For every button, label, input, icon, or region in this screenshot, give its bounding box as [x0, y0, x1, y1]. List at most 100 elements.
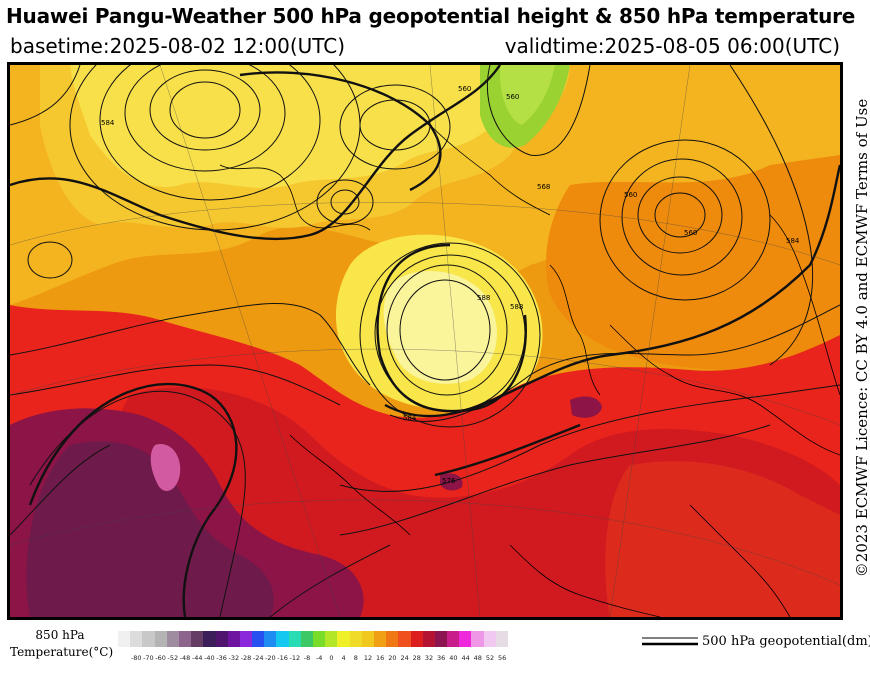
- graticule-line-2: [10, 348, 840, 426]
- contour-east-2: [729, 65, 814, 366]
- contour-mid-2: [10, 364, 341, 406]
- coastline-3: [549, 264, 601, 396]
- contour-bold-2: [239, 71, 442, 192]
- basetime-label: basetime:2025-08-02 12:00(UTC): [10, 34, 346, 58]
- contour-high-4: [359, 242, 541, 428]
- colorbar-tick-label: 56: [498, 654, 507, 662]
- coastline-1: [219, 164, 371, 231]
- colorbar-tick-label: 44: [461, 654, 470, 662]
- high-pressure-core: [383, 271, 497, 384]
- geopotential-contours: [10, 65, 840, 617]
- colorbar-swatch: [386, 631, 399, 647]
- map-canvas: 560 560 568 560 560 588 588 584 576 584 …: [10, 65, 840, 617]
- colorbar-swatch: [276, 631, 289, 647]
- contour-label: 588: [510, 303, 523, 311]
- geopotential-legend-lines: [642, 637, 698, 646]
- colorbar-swatch: [252, 631, 265, 647]
- colorbar-swatch: [495, 631, 508, 647]
- colorbar-swatch: [300, 631, 313, 647]
- colorbar-tick-label: -80: [130, 654, 142, 662]
- temp-legend-line2: Temperature(°C): [10, 645, 114, 659]
- colorbar-tick-label: 12: [363, 654, 373, 662]
- colorbar-tick-label: -8: [303, 654, 311, 662]
- colorbar-swatch: [118, 631, 131, 647]
- colorbar-swatch: [471, 631, 484, 647]
- colorbar-tick-label: 20: [388, 654, 397, 662]
- contour-label: 588: [477, 294, 490, 302]
- contour-low-e-2: [637, 176, 723, 254]
- colorbar-tick-label: 16: [376, 654, 385, 662]
- contour-bold-high: [376, 243, 527, 413]
- contour-low-nw-3: [124, 65, 286, 172]
- graticule-line-5: [429, 65, 481, 617]
- contour-low-e-1: [654, 192, 706, 238]
- colorbar-tick-label: 24: [400, 654, 409, 662]
- temperature-legend-label: 850 hPa Temperature(°C): [10, 627, 114, 661]
- temp-legend-line1: 850 hPa: [35, 628, 85, 642]
- contour-high-1: [399, 279, 491, 381]
- colorbar-tick-label: -40: [204, 654, 215, 662]
- contour-sw-2: [10, 444, 111, 536]
- pink-hotspot: [150, 444, 181, 492]
- contour-label: 584: [403, 414, 417, 422]
- colorbar-swatch: [422, 631, 435, 647]
- colorbar-tick-label: 0: [329, 654, 334, 662]
- colorbar-tick-label: -70: [143, 654, 154, 662]
- colorbar-tick-label: 4: [341, 654, 346, 662]
- contour-sw-loop: [29, 390, 246, 617]
- light-green-region: [500, 65, 555, 125]
- colorbar-swatch: [410, 631, 423, 647]
- colorbar-swatch: [337, 631, 350, 647]
- contour-label: 584: [786, 237, 800, 245]
- colorbar-tick-label: -4: [315, 654, 323, 662]
- contour-label: 560: [506, 93, 519, 101]
- colorbar-swatch: [361, 631, 374, 647]
- graticule: [10, 65, 840, 617]
- contour-label: 560: [458, 85, 471, 93]
- colorbar-tick-label: -52: [167, 654, 179, 662]
- colorbar-swatch: [142, 631, 155, 647]
- coastline-7: [509, 544, 661, 617]
- colorbar-swatch: [227, 631, 240, 647]
- graticule-line-3: [10, 499, 840, 586]
- colorbar-tick-label: -48: [179, 654, 191, 662]
- coastline-2: [429, 124, 551, 216]
- graticule-line-6: [609, 65, 691, 617]
- colorbar-tick-label: -20: [265, 654, 276, 662]
- colorbar-swatch: [264, 631, 277, 647]
- colorbar-tick-label: -28: [240, 654, 252, 662]
- colorbar-tick-label: -32: [228, 654, 240, 662]
- coastline-8: [689, 504, 791, 617]
- coastline-6: [289, 434, 411, 536]
- contour-mid-1: [10, 302, 371, 386]
- contour-low-nw-2: [149, 69, 261, 151]
- colorbar-swatch: [288, 631, 301, 647]
- contour-high-2: [386, 264, 508, 396]
- contour-south-2: [339, 424, 771, 536]
- colorbar-swatch: [239, 631, 253, 647]
- contour-bold-1: [10, 65, 501, 241]
- graticule-line-1: [10, 201, 840, 266]
- coastlines: [219, 124, 840, 617]
- contour-east-1: [389, 304, 840, 422]
- contour-south-3: [269, 544, 391, 617]
- colorbar-swatch: [398, 631, 411, 647]
- colorbar-tick-label: 52: [485, 654, 495, 662]
- contour-label: 584: [101, 119, 115, 127]
- colorbar-swatch: [447, 631, 460, 647]
- coastline-4: [609, 324, 840, 456]
- contour-label: 576: [442, 477, 456, 485]
- weather-map[interactable]: 560 560 568 560 560 588 588 584 576 584 …: [7, 62, 843, 620]
- red-southeast: [605, 461, 840, 617]
- colorbar-swatch: [215, 631, 228, 647]
- colorbar-swatch: [191, 631, 204, 647]
- contour-west-1: [10, 65, 81, 126]
- contour-low-nw-1: [169, 81, 241, 139]
- copyright-licence: ©2023 ECMWF Licence: CC BY 4.0 and ECMWF…: [853, 98, 870, 578]
- colorbar-swatch: [154, 631, 167, 647]
- colorbar-tick-label: -60: [155, 654, 166, 662]
- contour-low-w: [27, 241, 73, 279]
- colorbar-swatch: [373, 631, 387, 647]
- geopotential-legend-label: 500 hPa geopotential(dm): [702, 634, 870, 649]
- orange-east: [546, 155, 840, 385]
